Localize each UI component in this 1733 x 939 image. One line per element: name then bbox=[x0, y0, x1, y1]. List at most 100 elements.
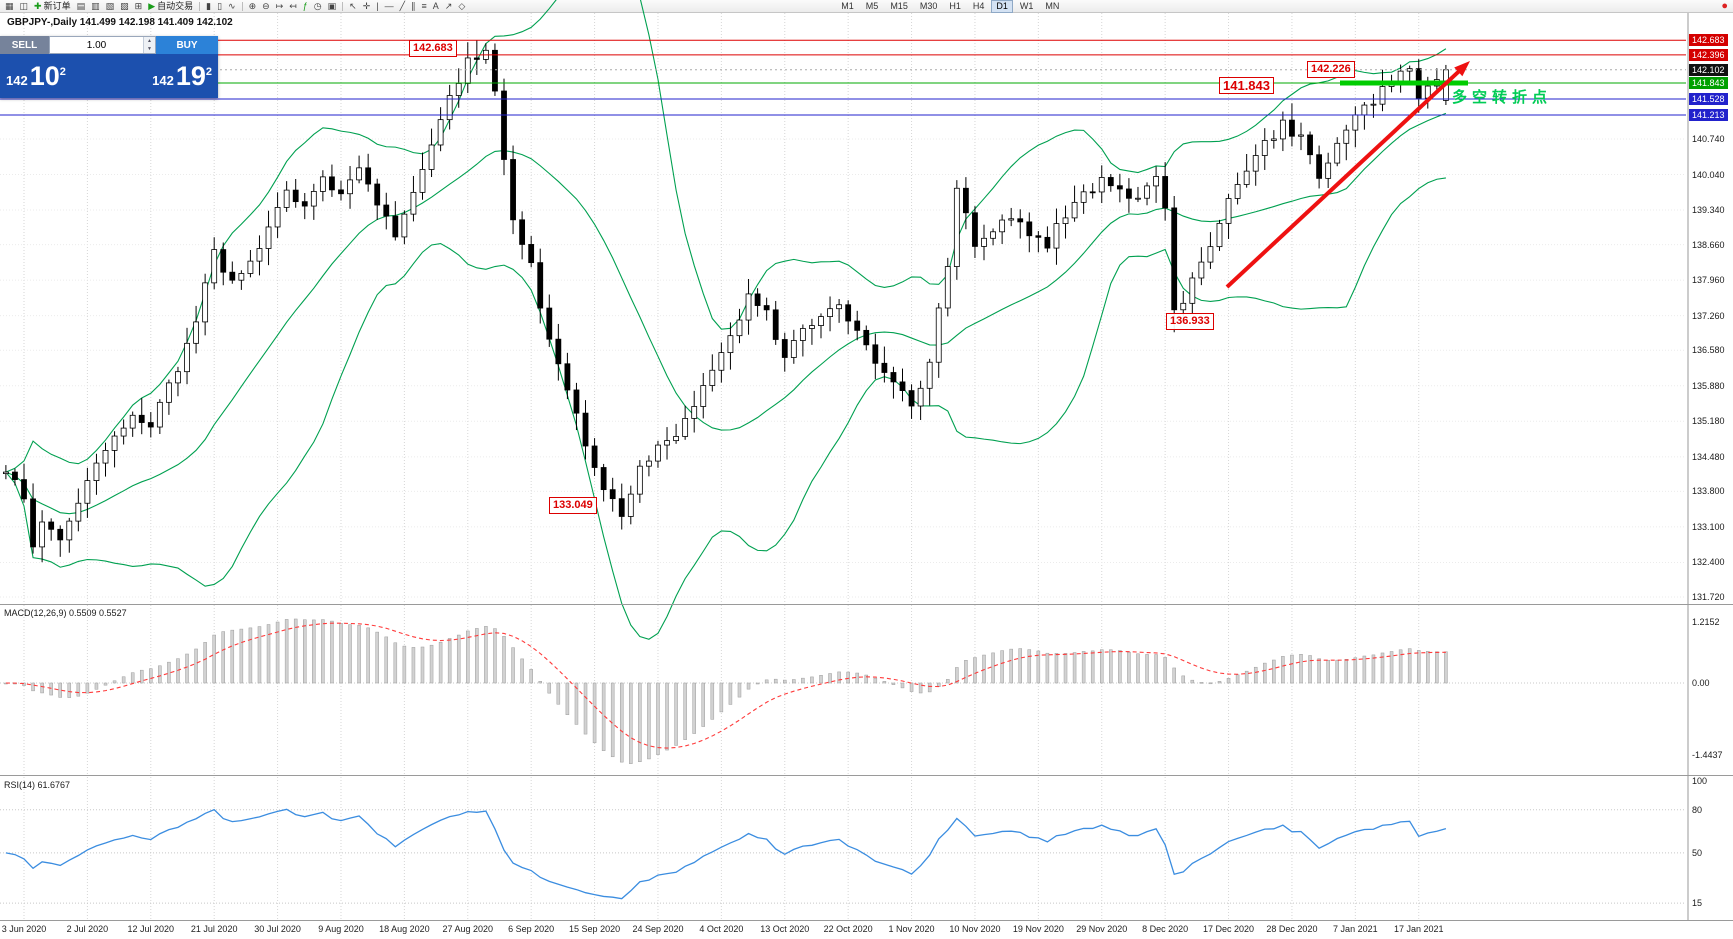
tile-windows-icon[interactable]: ◫ bbox=[18, 0, 31, 12]
price-callout-label[interactable]: 141.843 bbox=[1219, 77, 1274, 94]
macd-histogram-bar bbox=[511, 647, 515, 684]
volume-value[interactable]: 1.00 bbox=[86, 39, 107, 51]
horizontal-line-icon[interactable]: — bbox=[383, 0, 396, 12]
line-chart-icon[interactable]: ∿ bbox=[226, 0, 238, 12]
periods-icon[interactable]: ◷ bbox=[312, 0, 324, 12]
data-window-icon[interactable]: ▥ bbox=[89, 0, 102, 12]
macd-histogram-bar bbox=[873, 677, 878, 684]
timeframe-h1-button[interactable]: H1 bbox=[949, 0, 961, 11]
price-callout-label[interactable]: 142.226 bbox=[1307, 61, 1355, 78]
price-callout-label[interactable]: 133.049 bbox=[549, 497, 597, 514]
candle-bull bbox=[1234, 184, 1241, 199]
arrows-icon[interactable]: ↗ bbox=[443, 0, 455, 12]
macd-histogram-bar bbox=[257, 626, 262, 684]
bollinger-lower-band[interactable] bbox=[5, 177, 1446, 640]
timeframe-m15-button[interactable]: M15 bbox=[890, 0, 908, 11]
timeframe-d1-button[interactable]: D1 bbox=[991, 0, 1013, 13]
macd-histogram-bar bbox=[837, 671, 841, 684]
macd-histogram-bar bbox=[638, 682, 642, 762]
macd-histogram-bar bbox=[692, 682, 696, 734]
candle-bull bbox=[1053, 223, 1060, 249]
trend-arrow-line[interactable] bbox=[1225, 69, 1462, 289]
timeframe-m5-button[interactable]: M5 bbox=[865, 0, 879, 11]
indicators-icon[interactable]: ƒ bbox=[301, 0, 310, 12]
macd-histogram-bar bbox=[339, 623, 343, 684]
price-callout-label[interactable]: 142.683 bbox=[409, 40, 457, 57]
bar-chart-icon: ▮ bbox=[206, 1, 212, 11]
candle-bear bbox=[21, 479, 27, 500]
macd-histogram-bar bbox=[239, 628, 244, 684]
volume-stepper[interactable]: ▲ ▼ bbox=[143, 37, 155, 53]
indicators-icon: ƒ bbox=[302, 1, 308, 11]
zoom-in-icon[interactable]: ⊕ bbox=[247, 0, 259, 12]
fibonacci-icon[interactable]: ≡ bbox=[420, 0, 429, 12]
price-callout-label[interactable]: 136.933 bbox=[1166, 313, 1214, 330]
candle-bear bbox=[881, 362, 888, 373]
macd-histogram-bar bbox=[719, 682, 724, 713]
turning-point-note[interactable]: 多空转折点 bbox=[1452, 89, 1553, 106]
trend-arrow-head[interactable] bbox=[1454, 61, 1470, 77]
macd-histogram-bar bbox=[158, 665, 162, 684]
cursor-icon[interactable]: ↖ bbox=[347, 0, 359, 12]
terminal-icon[interactable]: ▨ bbox=[118, 0, 131, 12]
candle-bear bbox=[591, 445, 598, 468]
macd-histogram-bar bbox=[764, 679, 769, 684]
autotrade-button: ▶ bbox=[148, 1, 156, 11]
trendline-icon[interactable]: ╱ bbox=[398, 0, 407, 12]
candle-bull bbox=[102, 450, 109, 464]
macd-histogram-bar bbox=[810, 676, 814, 684]
macd-histogram-bar bbox=[710, 682, 715, 720]
bollinger-upper-band[interactable] bbox=[5, 0, 1447, 473]
candle-bull bbox=[691, 406, 698, 419]
buy-button[interactable]: BUY bbox=[156, 36, 218, 54]
navigator-icon[interactable]: ▧ bbox=[104, 0, 117, 12]
templates-icon[interactable]: ▣ bbox=[326, 0, 339, 12]
autotrade-button[interactable]: ▶ 自动交易 bbox=[146, 0, 195, 12]
vertical-line-icon[interactable]: | bbox=[374, 0, 380, 12]
volume-field[interactable]: 1.00 ▲ ▼ bbox=[49, 36, 156, 54]
equidistant-channel-icon[interactable]: ∥ bbox=[409, 0, 418, 12]
macd-histogram-bar bbox=[529, 669, 533, 684]
bar-chart-icon[interactable]: ▮ bbox=[204, 0, 213, 12]
chart-window-icon[interactable]: ▦ bbox=[3, 0, 16, 12]
new-order-button[interactable]: ✚ 新订单 bbox=[32, 0, 73, 12]
timeframe-h4-button[interactable]: H4 bbox=[972, 0, 985, 11]
one-click-trade-panel[interactable]: SELL 1.00 ▲ ▼ BUY 142 10 2 142 19 2 bbox=[0, 36, 218, 98]
macd-histogram-bar bbox=[973, 657, 977, 684]
candle-bear bbox=[1116, 185, 1123, 190]
toolbar-separator bbox=[342, 1, 344, 11]
candle-bear bbox=[1307, 134, 1313, 156]
zoom-out-icon[interactable]: ⊖ bbox=[260, 0, 272, 12]
macd-histogram-bar bbox=[1018, 648, 1022, 684]
macd-histogram-bar bbox=[918, 682, 923, 694]
bollinger-middle-band[interactable] bbox=[5, 112, 1447, 515]
record-icon[interactable]: ● bbox=[1721, 0, 1728, 12]
crosshair-icon[interactable]: ✛ bbox=[361, 0, 373, 12]
candle-bull bbox=[1334, 142, 1341, 164]
timeframe-mn-button[interactable]: MN bbox=[1045, 0, 1060, 11]
market-watch-icon[interactable]: ▤ bbox=[75, 0, 88, 12]
text-icon[interactable]: A bbox=[431, 0, 441, 12]
candle-bear bbox=[1026, 221, 1033, 237]
time-axis-label: 28 Dec 2020 bbox=[1266, 924, 1318, 934]
chart-shift-icon[interactable]: ↤ bbox=[287, 0, 299, 12]
candle-bear bbox=[582, 412, 589, 447]
timeframe-w1-button[interactable]: W1 bbox=[1019, 0, 1034, 11]
strategy-tester-icon[interactable]: ⊞ bbox=[133, 0, 145, 12]
periods-icon: ◷ bbox=[313, 1, 322, 11]
timeframe-m1-button[interactable]: M1 bbox=[841, 0, 854, 11]
tile-windows-icon: ◫ bbox=[19, 1, 29, 11]
timeframe-m30-button[interactable]: M30 bbox=[919, 0, 938, 11]
macd-histogram-bar bbox=[1081, 651, 1086, 684]
macd-histogram-bar bbox=[484, 626, 488, 684]
macd-histogram-bar bbox=[375, 631, 379, 684]
candle-bull bbox=[211, 249, 218, 284]
shapes-icon[interactable]: ◇ bbox=[456, 0, 467, 12]
macd-histogram-bar bbox=[40, 682, 44, 694]
auto-scroll-icon[interactable]: ↦ bbox=[274, 0, 286, 12]
volume-up-icon[interactable]: ▲ bbox=[144, 37, 155, 45]
candlestick-chart-icon[interactable]: ▯ bbox=[215, 0, 224, 12]
sell-button[interactable]: SELL bbox=[0, 36, 49, 54]
volume-down-icon[interactable]: ▼ bbox=[144, 45, 155, 53]
